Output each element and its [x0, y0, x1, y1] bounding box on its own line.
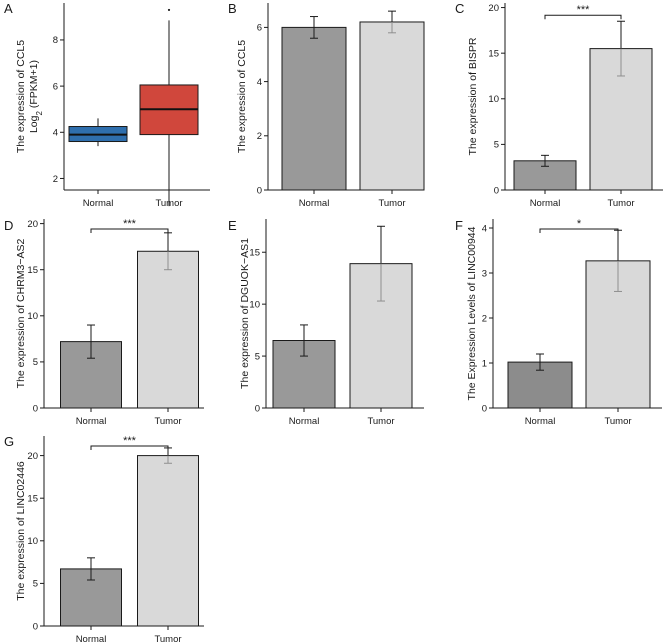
panel-letter: F: [455, 218, 463, 233]
y-tick-label: 1: [482, 358, 487, 369]
y-tick-label: 0: [482, 403, 487, 414]
y-tick-label: 10: [27, 536, 38, 547]
significance-bracket: [539, 228, 619, 233]
x-tick-label-normal: Normal: [76, 634, 107, 642]
y-axis-label-rest: (FPKM+1): [28, 60, 40, 111]
y-tick-label: 3: [482, 268, 487, 279]
y-tick-label: 15: [249, 248, 260, 259]
y-tick-label: 4: [482, 223, 487, 234]
panel-letter: C: [455, 1, 464, 16]
panel-letter: E: [228, 218, 237, 233]
x-tick-label-normal: Normal: [76, 416, 107, 427]
y-axis-label: The expression of CCL5: [236, 40, 248, 153]
significance-label: ***: [123, 218, 137, 230]
y-axis-label-sub: 2: [35, 110, 44, 115]
x-tick-label-normal: Normal: [525, 416, 556, 427]
bar-normal: [281, 26, 347, 191]
y-axis-label-unit: Log2 (FPKM+1): [28, 60, 44, 133]
panel-d: D 0 5 10 15 20 Normal Tumor The expression of CH…: [4, 218, 204, 427]
y-axis-label: The expression of LINC02446: [15, 461, 27, 601]
panel-letter: G: [4, 434, 14, 449]
significance-label: ***: [577, 4, 591, 16]
box-outlier: [167, 8, 171, 12]
x-tick-label-tumor: Tumor: [604, 416, 631, 427]
x-tick-label-tumor: Tumor: [367, 416, 394, 427]
bar-tumor: [359, 21, 425, 191]
x-tick-label-normal: Normal: [83, 198, 114, 209]
y-axis-label-log: Log: [28, 115, 40, 133]
y-tick-label: 2: [482, 313, 487, 324]
y-tick-label: 6: [53, 81, 58, 92]
y-tick-label: 2: [257, 131, 262, 142]
y-tick-label: 20: [27, 219, 38, 230]
y-tick-label: 0: [257, 185, 262, 196]
significance-label: ***: [123, 435, 137, 447]
bar-tumor: [137, 455, 199, 627]
significance-label: *: [577, 218, 582, 230]
y-tick-label: 10: [488, 94, 499, 105]
y-tick-label: 5: [33, 357, 38, 368]
y-tick-label: 5: [494, 140, 499, 151]
x-tick-label-tumor: Tumor: [378, 198, 405, 209]
y-tick-label: 0: [494, 185, 499, 196]
y-tick-label: 15: [488, 48, 499, 59]
x-tick-label-normal: Normal: [289, 416, 320, 427]
y-axis-label: The expression of CCL5: [15, 40, 27, 153]
y-tick-label: 0: [255, 403, 260, 414]
y-tick-label: 4: [53, 128, 58, 139]
significance-bracket: [544, 14, 622, 20]
y-tick-label: 15: [27, 493, 38, 504]
y-axis-label: The expression of CHRM3−AS2: [15, 238, 27, 388]
y-tick-label: 5: [255, 351, 260, 362]
x-tick-label-tumor: Tumor: [154, 416, 181, 427]
significance-bracket: [90, 445, 169, 450]
x-tick-label-tumor: Tumor: [154, 634, 181, 642]
y-tick-label: 20: [488, 3, 499, 14]
y-tick-label: 0: [33, 621, 38, 632]
x-tick-label-normal: Normal: [299, 198, 330, 209]
y-tick-label: 4: [257, 77, 262, 88]
significance-bracket: [90, 228, 169, 233]
y-tick-label: 2: [53, 174, 58, 185]
y-tick-label: 6: [257, 23, 262, 34]
panel-c: C 0 5 10 15 20 Normal Tumor The expression of BI…: [455, 1, 663, 209]
y-tick-label: 20: [27, 451, 38, 462]
x-tick-label-tumor: Tumor: [607, 198, 634, 209]
y-tick-label: 0: [33, 403, 38, 414]
panel-f: F 0 1 2 3 4 Normal Tumor The Expression Levels o…: [455, 218, 662, 427]
y-tick-label: 8: [53, 35, 58, 46]
x-tick-label-normal: Normal: [530, 198, 561, 209]
y-axis-label: The expression of DGUOK−AS1: [239, 238, 251, 389]
y-axis-label: The expression of BISPR: [467, 37, 479, 155]
panel-letter: A: [4, 1, 13, 16]
panel-g: G 0 5 10 15 20 Normal Tumor The expression of LI…: [4, 434, 204, 642]
panel-letter: B: [228, 1, 237, 16]
panel-letter: D: [4, 218, 13, 233]
bar-tumor: [137, 250, 199, 409]
y-tick-label: 15: [27, 265, 38, 276]
y-tick-label: 10: [249, 299, 260, 310]
y-tick-label: 10: [27, 311, 38, 322]
panel-b: B 0 2 4 6 Normal Tumor The expression of CCL5: [228, 1, 425, 209]
panel-e: E 0 5 10 15 Normal Tumor The expression of DGUO…: [228, 218, 424, 427]
y-axis-label: The Expression Levels of LINC00944: [466, 226, 478, 400]
y-tick-label: 5: [33, 579, 38, 590]
